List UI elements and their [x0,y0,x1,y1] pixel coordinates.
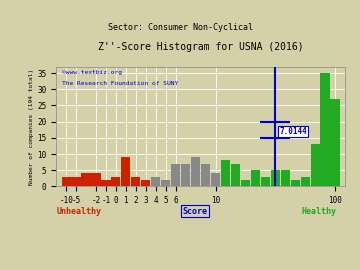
Bar [141,180,150,186]
Bar [151,177,160,186]
Bar [271,170,280,186]
Bar [241,180,250,186]
Text: 7.0144: 7.0144 [279,127,307,136]
Text: Unhealthy: Unhealthy [57,207,102,216]
Bar [211,173,220,186]
Bar [102,180,111,186]
Text: ©www.textbiz.org: ©www.textbiz.org [62,70,122,75]
Bar [81,173,91,186]
Bar [231,164,240,186]
Text: Sector: Consumer Non-Cyclical: Sector: Consumer Non-Cyclical [108,23,252,32]
Bar [181,164,190,186]
Y-axis label: Number of companies (194 total): Number of companies (194 total) [30,68,35,185]
Bar [171,164,180,186]
Bar [291,180,300,186]
Bar [201,164,210,186]
Bar [221,160,230,186]
Bar [72,177,81,186]
Bar [161,180,170,186]
Text: Healthy: Healthy [302,207,337,216]
Bar [62,177,71,186]
Text: The Research Foundation of SUNY: The Research Foundation of SUNY [62,81,178,86]
Bar [251,170,260,186]
Bar [301,177,310,186]
Bar [311,144,320,186]
Bar [330,99,339,186]
Bar [131,177,140,186]
Bar [320,73,330,186]
Title: Z''-Score Histogram for USNA (2016): Z''-Score Histogram for USNA (2016) [98,42,303,52]
Bar [261,177,270,186]
Bar [281,170,290,186]
Bar [111,177,121,186]
Bar [91,173,100,186]
Bar [121,157,130,186]
Bar [191,157,200,186]
Text: Score: Score [182,207,207,216]
